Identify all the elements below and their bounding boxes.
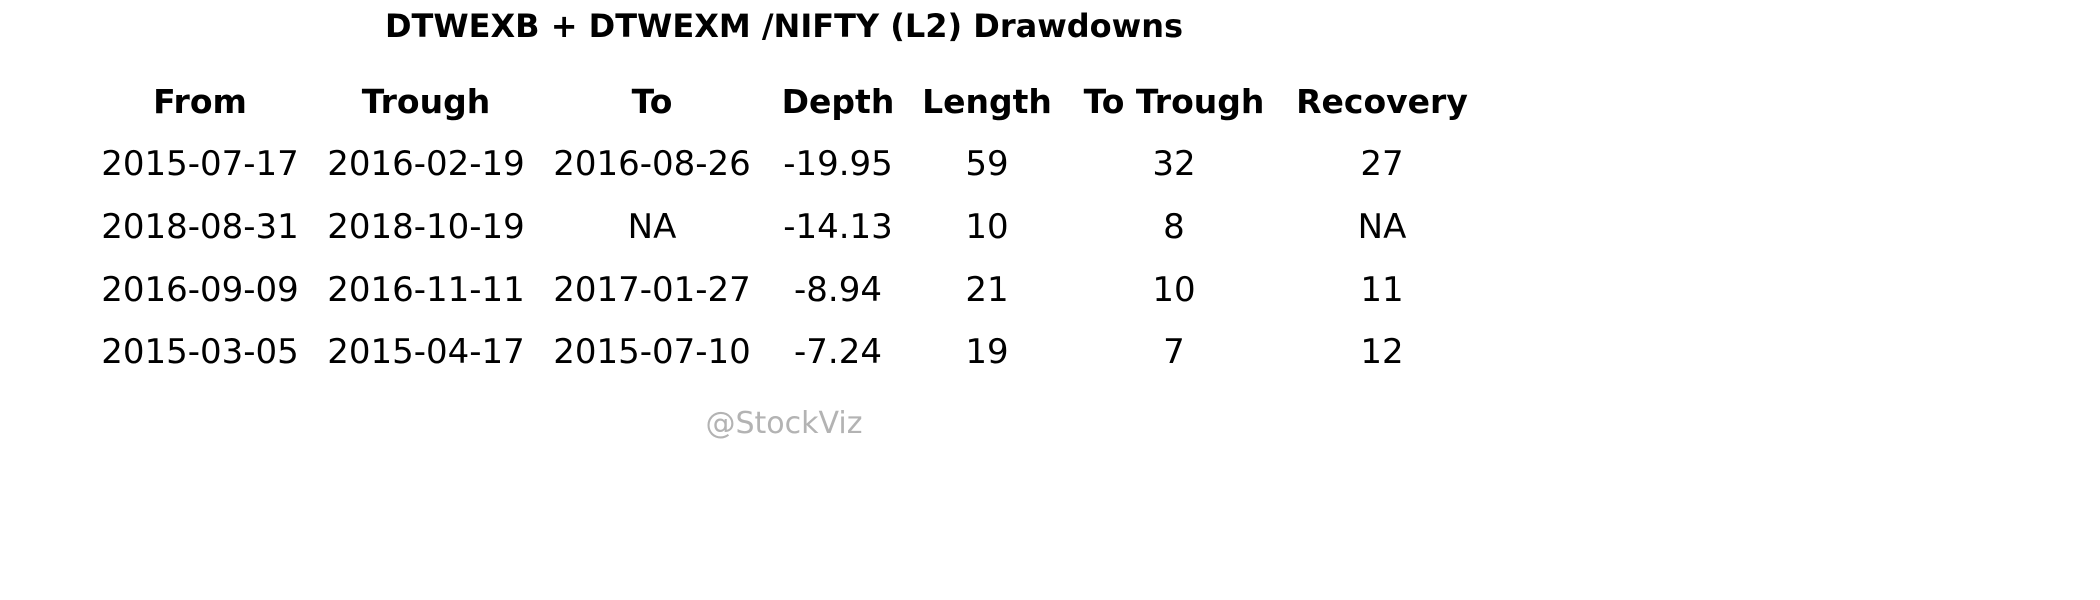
table-cell-to: NA	[627, 207, 677, 247]
chart-title: DTWEXB + DTWEXM /NIFTY (L2) Drawdowns	[384, 7, 1184, 45]
table-cell-to: 2016-08-26	[553, 144, 751, 184]
table-header-row: From Trough To Depth Length To Trough Re…	[0, 80, 1560, 124]
table-row: 2018-08-31 2018-10-19 NA -14.13 10 8 NA	[0, 205, 1560, 249]
table-cell-to-trough: 32	[1152, 144, 1196, 184]
column-header-to: To	[631, 82, 673, 121]
table-cell-from: 2016-09-09	[101, 270, 299, 310]
table-row: 2016-09-09 2016-11-11 2017-01-27 -8.94 21 10 1…	[0, 268, 1560, 312]
table-cell-trough: 2016-11-11	[327, 270, 525, 310]
column-header-depth: Depth	[781, 82, 895, 121]
column-header-recovery: Recovery	[1296, 82, 1468, 121]
table-cell-from: 2015-03-05	[101, 332, 299, 372]
column-header-length: Length	[922, 82, 1052, 121]
table-cell-recovery: 27	[1360, 144, 1404, 184]
table-cell-from: 2018-08-31	[101, 207, 299, 247]
table-cell-length: 59	[965, 144, 1009, 184]
table-cell-recovery: NA	[1357, 207, 1407, 247]
column-header-to-trough: To Trough	[1083, 82, 1265, 121]
table-cell-to-trough: 8	[1163, 207, 1185, 247]
column-header-from: From	[153, 82, 247, 121]
table-row: 2015-03-05 2015-04-17 2015-07-10 -7.24 19 7 12	[0, 330, 1560, 374]
table-cell-from: 2015-07-17	[101, 144, 299, 184]
drawdowns-table: From Trough To Depth Length To Trough Re…	[0, 80, 1560, 374]
watermark: @StockViz	[705, 406, 863, 441]
table-cell-length: 19	[965, 332, 1009, 372]
table-cell-length: 10	[965, 207, 1009, 247]
table-cell-trough: 2016-02-19	[327, 144, 525, 184]
column-header-trough: Trough	[361, 82, 491, 121]
table-cell-length: 21	[965, 270, 1009, 310]
table-cell-trough: 2015-04-17	[327, 332, 525, 372]
table-row: 2015-07-17 2016-02-19 2016-08-26 -19.95 59 32…	[0, 142, 1560, 186]
table-cell-to-trough: 10	[1152, 270, 1196, 310]
table-cell-recovery: 11	[1360, 270, 1404, 310]
table-cell-to: 2015-07-10	[553, 332, 751, 372]
table-cell-trough: 2018-10-19	[327, 207, 525, 247]
table-cell-depth: -7.24	[794, 332, 882, 372]
table-cell-depth: -14.13	[783, 207, 893, 247]
table-cell-depth: -19.95	[783, 144, 893, 184]
table-cell-depth: -8.94	[794, 270, 882, 310]
table-cell-to: 2017-01-27	[553, 270, 751, 310]
table-cell-recovery: 12	[1360, 332, 1404, 372]
table-cell-to-trough: 7	[1163, 332, 1185, 372]
